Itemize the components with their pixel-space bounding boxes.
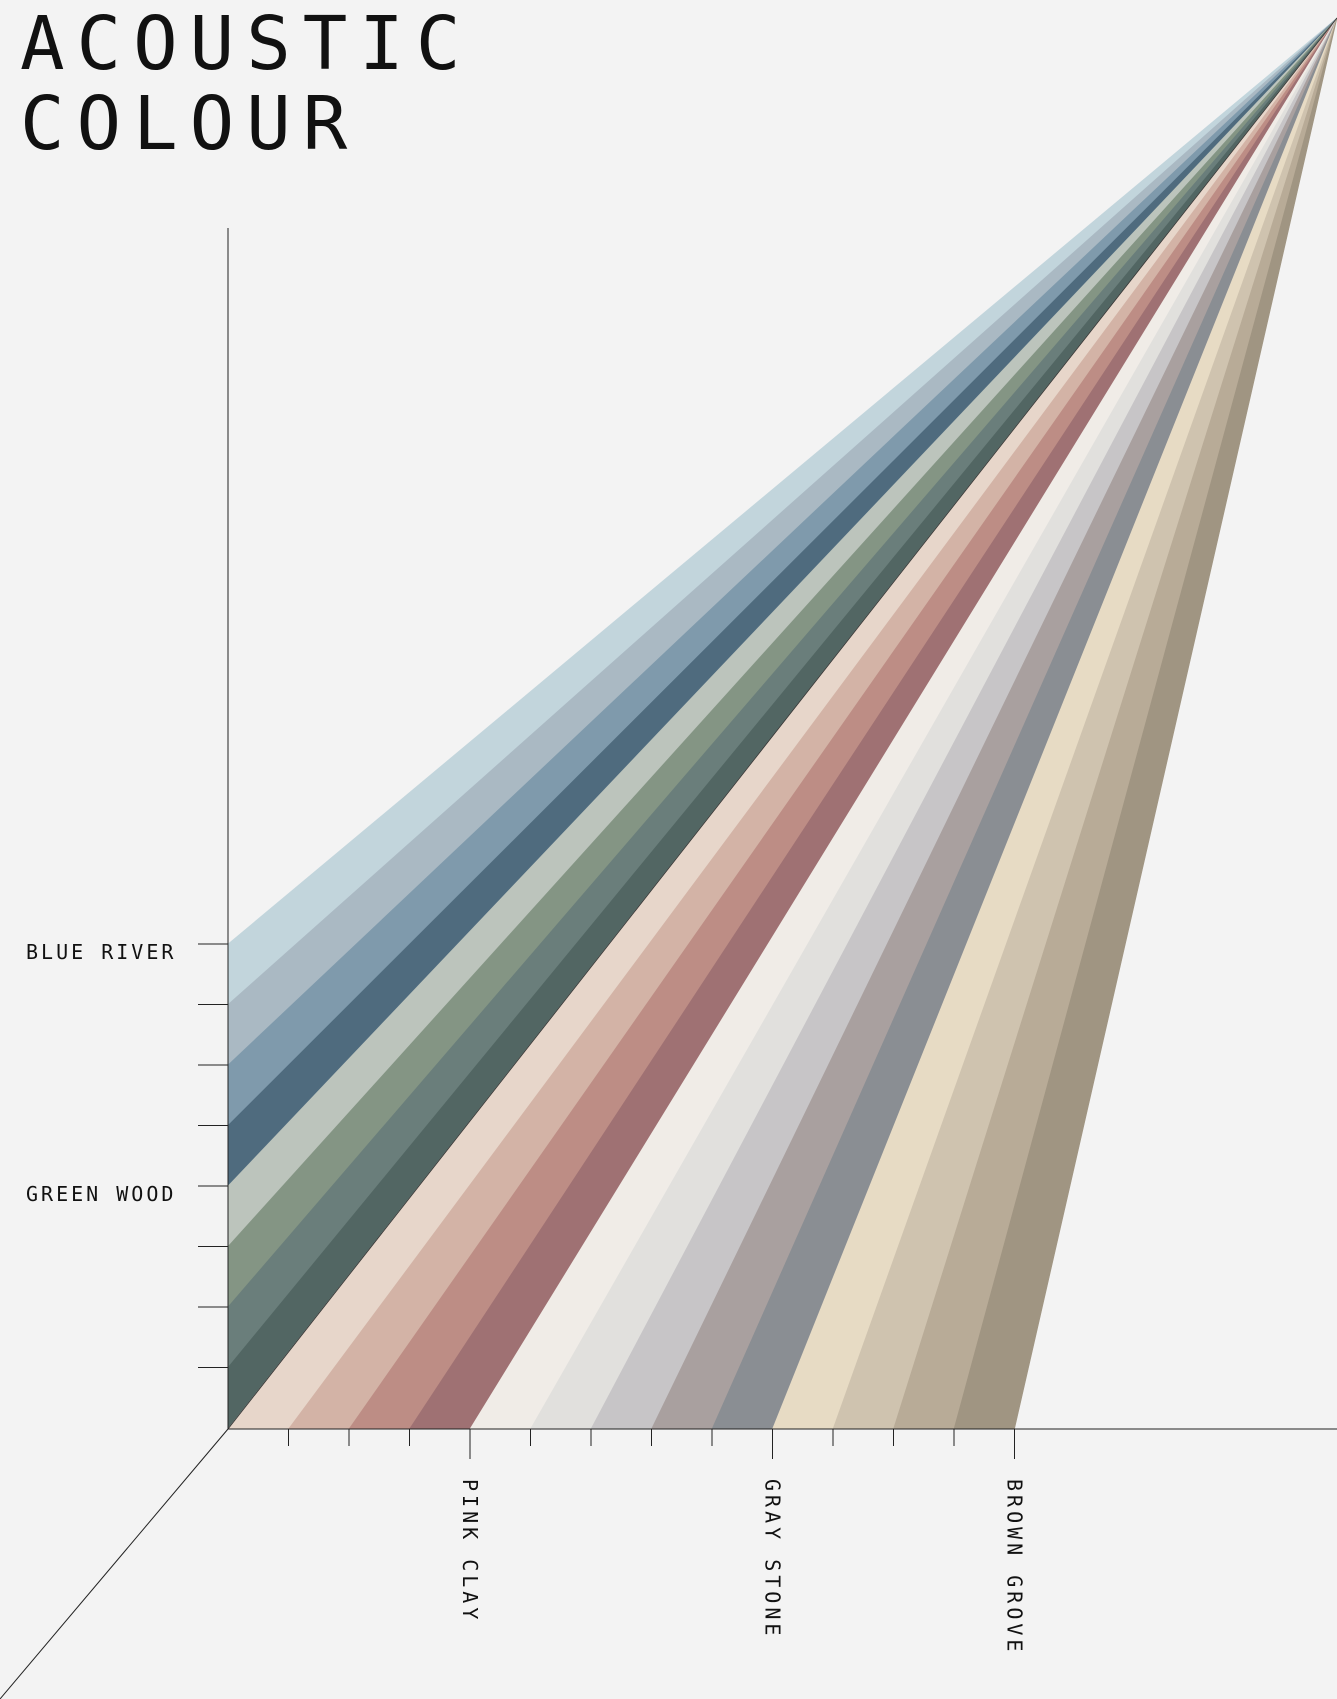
label-brown-grove: BROWN GROVE — [1003, 1479, 1027, 1655]
title-line-2: COLOUR — [20, 81, 360, 167]
page-title: ACOUSTIC COLOUR — [20, 4, 472, 164]
title-line-1: ACOUSTIC — [20, 1, 473, 87]
label-gray-stone: GRAY STONE — [761, 1479, 785, 1639]
axes — [0, 17, 1337, 1699]
label-green-wood: GREEN WOOD — [26, 1182, 176, 1206]
group-labels: BLUE RIVER GREEN WOOD PINK CLAY GRAY STONE B… — [26, 940, 1027, 1655]
depth-axis — [0, 1428, 229, 1699]
label-pink-clay: PINK CLAY — [458, 1479, 482, 1623]
label-blue-river: BLUE RIVER — [26, 940, 176, 964]
fan-divider-line — [227, 17, 1337, 1430]
